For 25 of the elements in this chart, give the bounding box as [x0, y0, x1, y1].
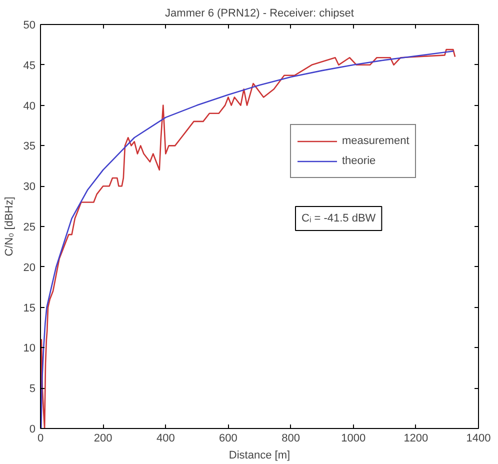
- y-tick-label: 10: [23, 342, 36, 355]
- x-tick-label: 1200: [404, 432, 428, 444]
- y-tick-label: 30: [23, 181, 36, 194]
- y-tick-label: 40: [23, 100, 36, 112]
- x-axis-title: Distance [m]: [228, 450, 290, 462]
- y-tick-label: 35: [23, 140, 36, 153]
- y-tick-label: 25: [23, 222, 36, 234]
- x-tick-label: 800: [282, 432, 300, 444]
- y-tick-label: 50: [23, 20, 36, 32]
- x-tick-label: 400: [156, 432, 175, 444]
- chart-title: Jammer 6 (PRN12) - Receiver: chipset: [165, 8, 354, 20]
- x-tick-label: 1400: [466, 432, 491, 444]
- y-tick-label: 0: [29, 424, 36, 436]
- y-tick-label: 5: [29, 383, 36, 396]
- x-tick-label: 600: [219, 432, 238, 444]
- y-tick-label: 45: [23, 60, 36, 72]
- legend-label: measurement: [342, 135, 410, 147]
- annotation: Cᵢ = -41.5 dBW: [302, 212, 376, 224]
- y-tick-label: 20: [23, 262, 36, 274]
- y-axis-title: C/N₀ [dBHz]: [3, 196, 16, 256]
- legend-label: theorie: [342, 155, 376, 167]
- x-tick-label: 0: [37, 432, 44, 444]
- y-tick-label: 15: [23, 302, 36, 314]
- x-tick-label: 1000: [341, 432, 366, 444]
- x-tick-label: 200: [94, 432, 112, 444]
